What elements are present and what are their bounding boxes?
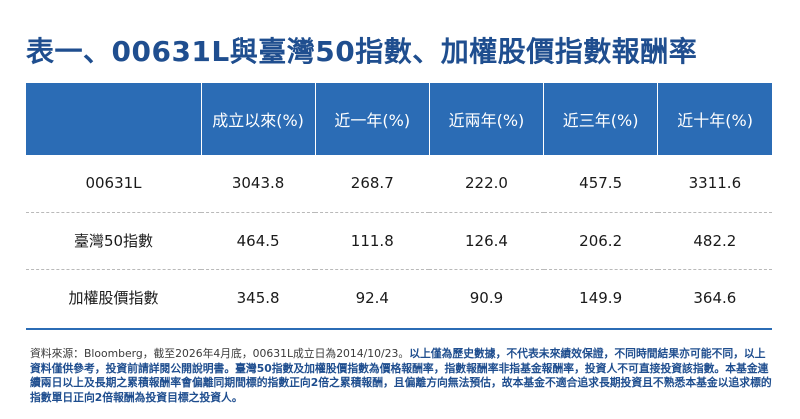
table-row: 臺灣50指數 464.5 111.8 126.4 206.2 482.2 (26, 212, 772, 270)
header-cell: 近十年(%) (657, 83, 772, 155)
table-cell: 149.9 (579, 288, 623, 307)
header-cell: 成立以來(%) (201, 83, 316, 155)
row-label: 00631L (26, 155, 201, 213)
row-label: 加權股價指數 (68, 289, 159, 308)
table-header-row: 成立以來(%) 近一年(%) 近兩年(%) 近三年(%) 近十年(%) (26, 83, 772, 155)
table-cell: 268.7 (315, 155, 430, 213)
table-cell: 464.5 (201, 212, 316, 270)
header-cell: 近兩年(%) (429, 83, 545, 155)
table-cell: 345.8 (236, 288, 280, 307)
table-cell: 457.5 (543, 155, 658, 213)
table-bottom-divider (26, 328, 772, 330)
table-cell: 206.2 (543, 212, 658, 270)
table-cell: 3311.6 (657, 155, 772, 213)
table-row: 00631L 3043.8 268.7 222.0 457.5 3311.6 (26, 155, 772, 213)
disclaimer-source: 資料來源：Bloomberg，截至2026年4月底，00631L成立日為2014… (30, 347, 410, 360)
header-cell: 近一年(%) (315, 83, 430, 155)
table-cell: 3043.8 (201, 155, 316, 213)
header-cell: 近三年(%) (543, 83, 659, 155)
disclaimer-warning: 以上僅為歷史數據，不代表未來績效保證，不同時間結果亦可能不同，以上資料僅供參考，… (30, 347, 772, 404)
table-cell: 92.4 (355, 288, 389, 307)
table-cell: 482.2 (657, 212, 772, 270)
row-label: 臺灣50指數 (26, 212, 201, 270)
table-cell: 90.9 (469, 288, 504, 307)
table-cell: 364.6 (693, 288, 737, 307)
disclaimer-note: 資料來源：Bloomberg，截至2026年4月底，00631L成立日為2014… (30, 347, 772, 405)
header-cell (26, 83, 202, 155)
table-cell: 126.4 (429, 212, 544, 270)
returns-table: 成立以來(%) 近一年(%) 近兩年(%) 近三年(%) 近十年(%) 0063… (26, 83, 772, 326)
table-row: 加權股價指數 345.8 92.4 90.9 149.9 364.6 (26, 269, 772, 326)
table-cell: 222.0 (429, 155, 544, 213)
table-cell: 111.8 (315, 212, 430, 270)
page-title: 表一、00631L與臺灣50指數、加權股價指數報酬率 (26, 35, 698, 68)
